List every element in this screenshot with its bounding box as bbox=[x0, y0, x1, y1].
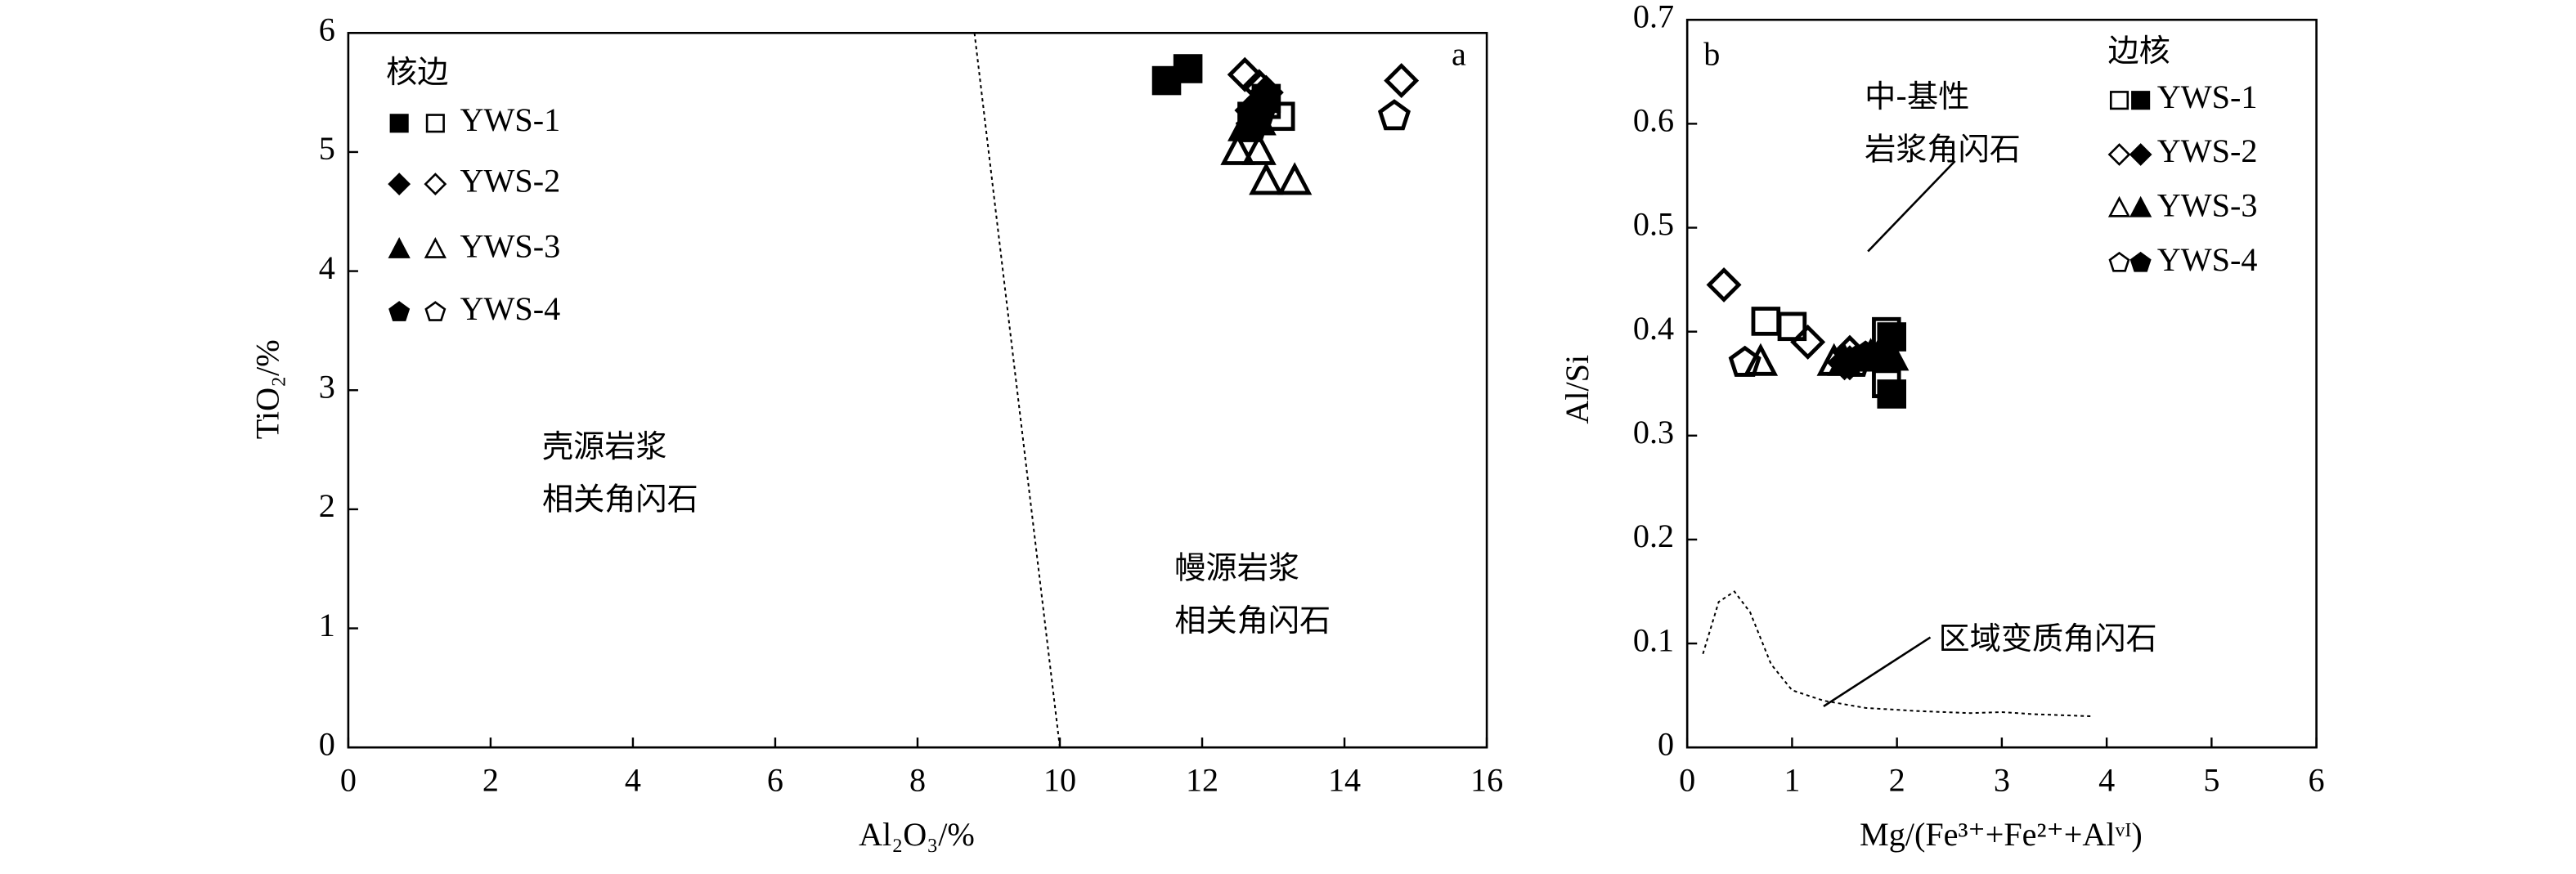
annotation: 幔源岩浆 bbox=[1174, 550, 1299, 586]
point-rim bbox=[1377, 99, 1411, 131]
point-rim bbox=[1706, 267, 1742, 303]
legend-marker bbox=[388, 173, 411, 196]
point-core bbox=[1877, 379, 1907, 409]
legend-marker bbox=[2107, 143, 2131, 166]
point-rim bbox=[1777, 312, 1807, 342]
legend-label: YWS-4 bbox=[460, 290, 561, 327]
x-tick-label: 1 bbox=[1784, 762, 1800, 799]
annotation: 中-基性 bbox=[1865, 78, 1969, 114]
legend-marker bbox=[425, 114, 445, 133]
legend-title: 边核 bbox=[2107, 33, 2170, 69]
y-tick-label: 0 bbox=[319, 725, 335, 762]
y-tick-label: 0.4 bbox=[1633, 310, 1674, 347]
legend-marker bbox=[424, 237, 447, 258]
legend-label: YWS-3 bbox=[2157, 186, 2258, 223]
legend-label: YWS-1 bbox=[460, 101, 561, 138]
x-tick-label: 0 bbox=[340, 762, 357, 799]
annotation: 相关角闪石 bbox=[1174, 603, 1331, 639]
x-tick-label: 6 bbox=[2309, 762, 2325, 799]
legend-label: YWS-2 bbox=[2157, 132, 2258, 169]
point-rim bbox=[1220, 132, 1255, 165]
boundary-line bbox=[973, 33, 1061, 748]
point-core bbox=[1874, 338, 1910, 371]
legend-marker bbox=[2107, 195, 2131, 217]
legend-label: YWS-2 bbox=[460, 162, 561, 199]
y-tick-label: 0.7 bbox=[1633, 0, 1674, 34]
point-rim bbox=[1241, 132, 1277, 165]
leader-line bbox=[1867, 160, 1956, 253]
point-rim bbox=[1728, 345, 1761, 377]
x-axis-label: Mg/(Fe³⁺+Fe²⁺+Alᵛᴵ) bbox=[1860, 816, 2143, 853]
y-tick-label: 3 bbox=[319, 368, 335, 405]
plot-frame bbox=[347, 31, 1488, 749]
legend-label: YWS-3 bbox=[460, 228, 561, 265]
y-tick-label: 4 bbox=[319, 249, 335, 286]
x-tick-label: 5 bbox=[2203, 762, 2219, 799]
point-rim bbox=[1790, 324, 1826, 360]
point-rim bbox=[1751, 307, 1781, 336]
y-tick-label: 2 bbox=[319, 487, 335, 524]
legend-label: YWS-4 bbox=[2157, 241, 2258, 278]
point-rim bbox=[1384, 63, 1420, 99]
x-tick-label: 14 bbox=[1328, 762, 1361, 799]
y-tick-label: 0.6 bbox=[1633, 102, 1674, 139]
point-core bbox=[1242, 99, 1276, 131]
legend-marker bbox=[2109, 91, 2129, 110]
legend-title: 核边 bbox=[386, 54, 448, 90]
y-axis-label: Al/Si bbox=[1559, 355, 1595, 424]
legend-marker bbox=[2129, 195, 2152, 217]
boundary-line bbox=[1702, 590, 2091, 718]
x-tick-label: 10 bbox=[1043, 762, 1076, 799]
y-tick-label: 0.1 bbox=[1633, 621, 1674, 658]
y-tick-label: 1 bbox=[319, 607, 335, 643]
y-tick-label: 0 bbox=[1658, 725, 1674, 762]
leader-line bbox=[1823, 636, 1932, 708]
x-tick-label: 2 bbox=[1889, 762, 1905, 799]
legend-marker bbox=[389, 114, 409, 133]
legend-label: YWS-1 bbox=[2157, 78, 2258, 115]
point-core bbox=[1173, 54, 1203, 83]
panel-label: b bbox=[1703, 36, 1720, 73]
x-tick-label: 12 bbox=[1186, 762, 1218, 799]
y-axis-label: TiO₂/% bbox=[249, 339, 286, 439]
x-axis-label: Al₂O₃/% bbox=[859, 816, 975, 853]
legend-marker bbox=[424, 173, 447, 196]
x-tick-label: 3 bbox=[1994, 762, 2010, 799]
x-tick-label: 4 bbox=[625, 762, 641, 799]
point-rim bbox=[1743, 343, 1779, 376]
y-tick-label: 0.2 bbox=[1633, 518, 1674, 554]
y-tick-label: 6 bbox=[319, 11, 335, 48]
x-tick-label: 0 bbox=[1679, 762, 1695, 799]
annotation: 相关角闪石 bbox=[542, 481, 698, 517]
legend-marker bbox=[2131, 91, 2151, 110]
legend-marker bbox=[2129, 251, 2152, 272]
legend-marker bbox=[424, 301, 447, 321]
panel-label: a bbox=[1452, 36, 1466, 73]
legend-marker bbox=[388, 301, 411, 321]
x-tick-label: 4 bbox=[2098, 762, 2115, 799]
legend-marker bbox=[2129, 143, 2152, 166]
x-tick-label: 8 bbox=[909, 762, 926, 799]
legend-marker bbox=[388, 237, 411, 258]
y-tick-label: 0.5 bbox=[1633, 206, 1674, 243]
x-tick-label: 6 bbox=[767, 762, 783, 799]
annotation: 岩浆角闪石 bbox=[1865, 131, 2021, 167]
x-tick-label: 16 bbox=[1470, 762, 1503, 799]
point-core bbox=[1849, 340, 1883, 372]
point-rim bbox=[1249, 162, 1284, 195]
x-tick-label: 2 bbox=[482, 762, 499, 799]
annotation: 区域变质角闪石 bbox=[1939, 621, 2157, 657]
point-rim bbox=[1277, 162, 1313, 195]
y-tick-label: 0.3 bbox=[1633, 414, 1674, 450]
legend-marker bbox=[2108, 251, 2130, 272]
y-tick-label: 5 bbox=[319, 130, 335, 167]
annotation: 壳源岩浆 bbox=[542, 428, 667, 464]
